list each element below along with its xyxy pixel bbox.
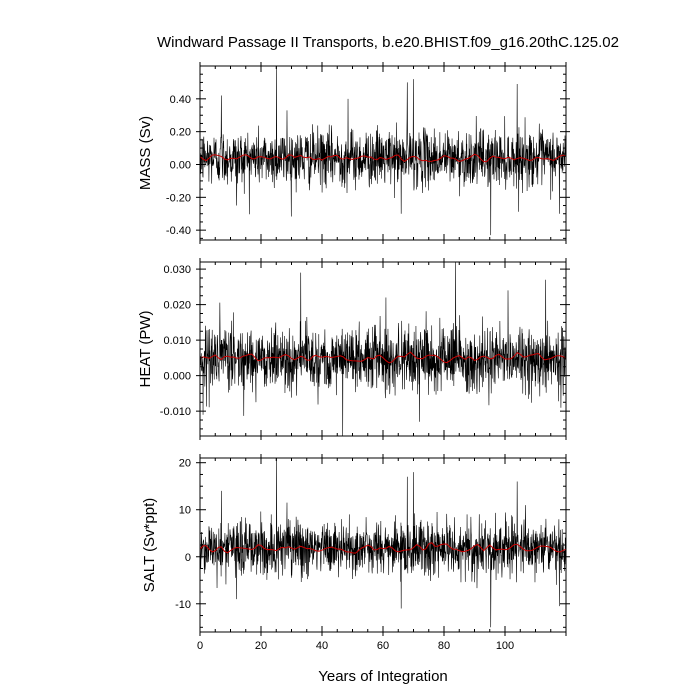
salt-xtick-label: 100 [496, 640, 514, 652]
mass-ylabel: MASS (Sv) [137, 116, 154, 190]
salt-smoothed-series-line [200, 542, 566, 554]
heat-series-line [200, 262, 566, 436]
mass-panel: -0.40 -0.20 0.00 0.20 0.40 MASS (Sv) [137, 62, 570, 244]
salt-ytick-label: 0 [185, 552, 191, 564]
salt-xlabel: Years of Integration [318, 668, 448, 685]
salt-ylabel: SALT (Sv*ppt) [141, 498, 158, 592]
salt-ytick-label: 20 [179, 458, 191, 470]
mass-ytick-label: 0.20 [170, 127, 191, 139]
heat-ytick-label: 0.000 [163, 371, 191, 383]
salt-ytick-label: -10 [175, 599, 191, 611]
heat-smoothed-series-line [200, 351, 566, 364]
heat-ylabel: HEAT (PW) [137, 311, 154, 388]
heat-ytick-label: 0.010 [163, 335, 191, 347]
mass-ytick-label: -0.40 [166, 225, 191, 237]
salt-ytick-label: 10 [179, 505, 191, 517]
mass-series-line [200, 66, 566, 236]
salt-panel: 0 20 40 60 80 100 -10 0 10 20 SALT (Sv*ppt) Years o… [141, 454, 570, 685]
salt-xtick-label: 20 [255, 640, 267, 652]
salt-xtick-label: 0 [197, 640, 203, 652]
salt-xtick-label: 40 [316, 640, 328, 652]
figure-title: Windward Passage II Transports, b.e20.BH… [157, 34, 619, 51]
mass-smoothed-series-line [200, 153, 566, 163]
salt-xtick-label: 60 [377, 640, 389, 652]
heat-ytick-label: 0.020 [163, 300, 191, 312]
heat-ytick-label: -0.010 [160, 406, 191, 418]
salt-xtick-label: 80 [438, 640, 450, 652]
heat-ytick-label: 0.030 [163, 264, 191, 276]
mass-ytick-label: 0.00 [170, 159, 191, 171]
mass-ytick-label: 0.40 [170, 94, 191, 106]
mass-ytick-label: -0.20 [166, 192, 191, 204]
heat-panel: -0.010 0.000 0.010 0.020 0.030 HEAT (PW) [137, 258, 570, 440]
salt-series-line [200, 458, 566, 628]
